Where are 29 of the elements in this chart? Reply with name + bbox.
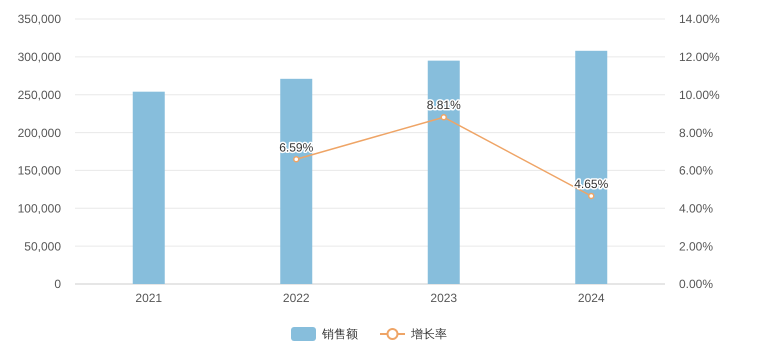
legend-label: 增长率 (410, 327, 447, 342)
bar (575, 50, 608, 284)
y-tick-label: 250,000 (18, 88, 62, 102)
bar (132, 92, 165, 284)
y2-tick-label: 14.00% (679, 12, 720, 26)
y2-tick-label: 10.00% (679, 88, 720, 102)
y2-tick-label: 8.00% (679, 126, 714, 140)
y-tick-label: 0 (54, 277, 62, 292)
x-tick-label: 2024 (578, 291, 605, 305)
point (440, 114, 447, 120)
y2-tick-label: 2.00% (679, 239, 714, 254)
point (293, 156, 300, 163)
x-tick-label: 2021 (135, 291, 162, 305)
y-tick-label: 350,000 (18, 12, 62, 26)
y2-tick-label: 12.00% (679, 50, 720, 64)
bar (280, 78, 312, 284)
y-tick-label: 200,000 (18, 126, 62, 140)
x-tick-label: 2023 (430, 291, 458, 305)
point (588, 192, 594, 200)
y-tick-label: 100,000 (18, 201, 62, 216)
y-tick-label: 50,000 (24, 239, 62, 254)
y-tick-label: 150,000 (18, 164, 62, 178)
y2-tick-label: 4.00% (679, 201, 714, 216)
legend-label: 销售额 (321, 327, 358, 342)
x-tick-label: 2022 (282, 291, 310, 305)
bar (428, 60, 460, 284)
y2-tick-label: 6.00% (679, 164, 714, 178)
y2-tick-label: 0.00% (679, 277, 714, 292)
y-tick-label: 300,000 (18, 50, 62, 64)
